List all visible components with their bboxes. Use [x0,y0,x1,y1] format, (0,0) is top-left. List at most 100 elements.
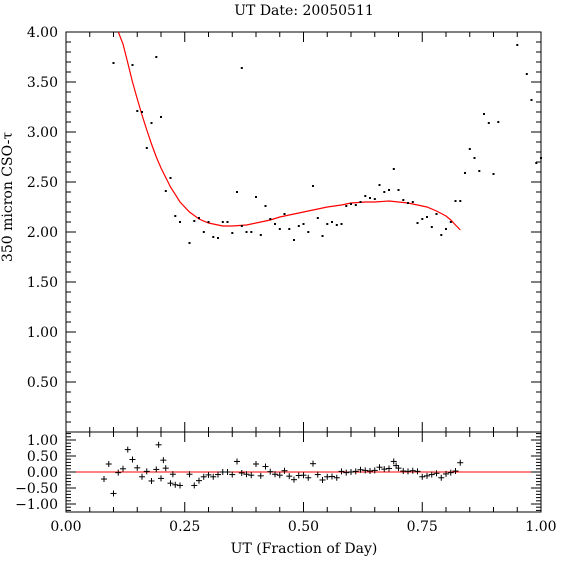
bottom-y-tick-label: −0.50 [15,481,58,497]
data-point [416,222,419,224]
data-point [540,157,542,159]
residual-point [120,465,126,472]
data-point [293,239,295,241]
data-point [150,122,153,124]
x-axis-label: UT (Fraction of Day) [231,541,378,557]
residual-point [300,472,307,479]
residual-point [390,458,397,465]
residual-point [210,473,217,480]
data-point [174,215,177,217]
data-point [326,223,329,225]
data-point [269,218,272,220]
residual-point [424,472,430,479]
data-point [236,191,238,193]
x-tick-label: 0.75 [407,519,438,535]
residual-point [115,469,122,476]
residual-point [305,474,312,481]
data-point [212,236,215,238]
data-point [459,200,462,202]
residual-point [409,467,416,474]
residual-point [447,469,454,476]
data-point [312,185,314,187]
data-point [350,203,352,205]
data-point [188,242,191,244]
residual-point [443,470,449,477]
data-point [369,197,371,199]
data-point [136,110,139,112]
data-point [240,225,243,227]
residual-point [272,471,278,478]
data-point [283,213,286,215]
residual-point [333,474,340,481]
residual-point [253,461,259,467]
data-point [430,226,433,228]
data-point [483,113,485,115]
residual-point [267,468,274,475]
residual-point [414,468,421,475]
residual-point [262,463,269,470]
residual-point [196,477,202,484]
data-point [378,184,381,186]
data-point [535,162,538,164]
x-tick-labels: 0.00 0.25 0.50 0.75 1.00 [50,519,556,535]
residual-point [139,473,145,480]
top-y-tick-label: 4.00 [27,25,58,41]
residual-point [338,468,345,475]
data-point [217,237,219,239]
residual-point [155,441,162,448]
top-y-tick-label: 2.50 [27,175,58,191]
data-point [345,205,348,207]
data-point [264,205,267,207]
residual-point [167,480,174,487]
residual-point [160,457,167,464]
data-point [354,204,357,206]
data-point [411,201,414,203]
data-point [145,147,148,149]
residual-point [101,476,107,483]
residual-point [371,467,378,474]
top-y-tick-label: 3.50 [27,75,58,91]
data-point [155,56,158,58]
residual-point [376,464,383,471]
residual-point [110,490,117,497]
x-tick-label: 0.00 [50,519,81,535]
residual-point [124,446,131,453]
residual-point [238,469,245,476]
x-tick-label: 0.25 [169,519,200,535]
data-point [207,221,210,223]
residual-point [352,468,359,475]
data-point [141,111,143,113]
residual-point [257,472,264,479]
residual-point [452,468,459,475]
data-point [392,168,395,170]
chart-title: UT Date: 20050511 [234,3,374,19]
data-point [331,221,333,223]
data-point [278,228,281,230]
top-panel: 0.50 1.00 1.50 2.00 2.50 3.00 3.50 4.00 [27,25,542,433]
data-point [255,196,257,198]
residual-point [310,460,316,467]
residual-point [158,475,164,482]
residual-point [234,458,240,465]
residual-point [457,459,464,466]
residual-point [177,482,183,489]
x-tick-label: 0.50 [288,519,319,535]
residual-point [381,466,388,473]
data-point [397,189,400,191]
residual-point [162,465,169,472]
data-point [274,223,276,225]
data-point [492,173,495,175]
data-point [440,234,443,236]
residual-point [291,476,297,483]
data-point [435,213,438,215]
residual-point [433,470,440,477]
data-point [231,232,234,234]
residual-point [169,471,176,478]
residual-point [243,471,250,478]
residual-point [438,474,445,481]
fit-curve [117,31,461,231]
bottom-y-tick-label: 1.00 [27,433,58,449]
data-point [202,231,205,233]
data-point [245,231,248,233]
data-point [259,234,262,236]
